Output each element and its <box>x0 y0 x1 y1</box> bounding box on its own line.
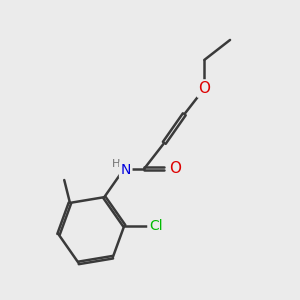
Text: O: O <box>198 81 210 96</box>
Text: Cl: Cl <box>149 219 163 233</box>
Text: H: H <box>112 159 120 169</box>
Text: O: O <box>169 161 181 176</box>
Text: N: N <box>121 163 131 177</box>
